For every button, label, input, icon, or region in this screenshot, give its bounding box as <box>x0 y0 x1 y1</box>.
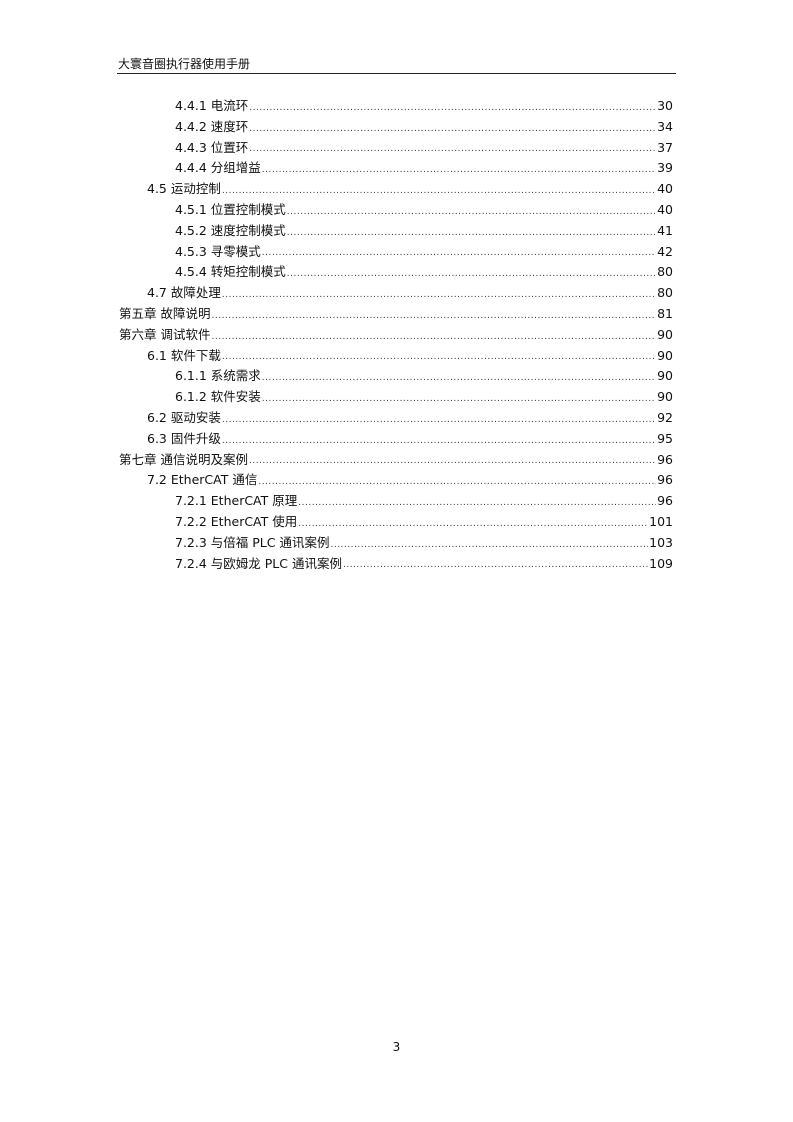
toc-entry[interactable]: 4.5.4 转矩控制模式 80 <box>119 262 673 283</box>
toc-entry-page: 80 <box>657 285 673 301</box>
toc-entry-page: 80 <box>657 264 673 280</box>
toc-entry-page: 90 <box>657 326 673 342</box>
toc-entry-page: 103 <box>649 534 673 550</box>
toc-entry-title: 6.1.2 软件安装 <box>175 389 261 405</box>
toc-leader-dots <box>249 121 656 138</box>
toc-entry[interactable]: 6.1.2 软件安装 90 <box>119 387 673 408</box>
toc-entry-page: 40 <box>657 181 673 197</box>
toc-entry-title: 第五章 故障说明 <box>119 305 211 321</box>
toc-entry-title: 4.4.4 分组增益 <box>175 160 261 176</box>
toc-entry-title: 4.5.3 寻零模式 <box>175 243 261 259</box>
toc-entry-title: 7.2 EtherCAT 通信 <box>147 472 258 488</box>
toc-entry-title: 4.4.2 速度环 <box>175 118 249 134</box>
toc-entry[interactable]: 4.5.3 寻零模式 42 <box>119 242 673 263</box>
toc-leader-dots <box>262 245 656 262</box>
toc-entry-page: 30 <box>657 98 673 113</box>
toc-entry[interactable]: 第七章 通信说明及案例 96 <box>119 450 673 471</box>
toc-entry-page: 42 <box>657 243 673 259</box>
toc-leader-dots <box>211 308 656 325</box>
toc-entry[interactable]: 7.2 EtherCAT 通信 96 <box>119 470 673 491</box>
toc-leader-dots <box>287 204 656 221</box>
toc-leader-dots <box>287 266 656 283</box>
toc-entry-title: 7.2.1 EtherCAT 原理 <box>175 493 298 509</box>
toc-leader-dots <box>262 391 656 408</box>
toc-entry[interactable]: 4.4.2 速度环 34 <box>119 117 673 138</box>
toc-entry-page: 96 <box>657 493 673 509</box>
toc-entry-title: 6.1 软件下载 <box>147 347 221 363</box>
toc-entry[interactable]: 6.1 软件下载 90 <box>119 346 673 367</box>
toc-entry[interactable]: 7.2.4 与欧姆龙 PLC 通讯案例 109 <box>119 554 673 575</box>
toc-leader-dots <box>222 287 656 304</box>
table-of-contents: 4.4.1 电流环 30 4.4.2 速度环 34 4.4.3 位置环 37 4.4.4 分… <box>119 96 673 574</box>
toc-entry-page: 96 <box>657 472 673 488</box>
toc-entry-page: 34 <box>657 118 673 134</box>
toc-entry[interactable]: 4.5.2 速度控制模式 41 <box>119 221 673 242</box>
toc-entry-title: 6.2 驱动安装 <box>147 409 221 425</box>
toc-entry[interactable]: 4.4.1 电流环 30 <box>119 96 673 117</box>
toc-entry-title: 7.2.4 与欧姆龙 PLC 通讯案例 <box>175 555 342 571</box>
toc-entry-page: 90 <box>657 347 673 363</box>
toc-entry[interactable]: 4.5.1 位置控制模式 40 <box>119 200 673 221</box>
toc-entry-page: 41 <box>657 222 673 238</box>
toc-leader-dots <box>249 453 656 470</box>
toc-entry-title: 4.4.1 电流环 <box>175 98 249 113</box>
toc-entry[interactable]: 7.2.1 EtherCAT 原理 96 <box>119 491 673 512</box>
running-header: 大寰音圈执行器使用手册 <box>118 57 251 71</box>
toc-leader-dots <box>287 225 656 242</box>
toc-leader-dots <box>258 474 656 491</box>
toc-leader-dots <box>249 141 656 158</box>
toc-entry[interactable]: 4.7 故障处理 80 <box>119 283 673 304</box>
toc-entry-page: 92 <box>657 409 673 425</box>
toc-entry-page: 96 <box>657 451 673 467</box>
toc-entry-title: 4.7 故障处理 <box>147 285 221 301</box>
toc-leader-dots <box>262 162 656 179</box>
toc-entry-title: 4.4.3 位置环 <box>175 139 249 155</box>
toc-entry-page: 90 <box>657 389 673 405</box>
toc-entry[interactable]: 第六章 调试软件 90 <box>119 325 673 346</box>
toc-leader-dots <box>298 495 656 512</box>
toc-entry[interactable]: 6.1.1 系统需求 90 <box>119 366 673 387</box>
toc-entry-page: 95 <box>657 430 673 446</box>
toc-entry-title: 4.5 运动控制 <box>147 181 221 197</box>
toc-entry-title: 7.2.3 与倍福 PLC 通讯案例 <box>175 534 330 550</box>
toc-entry-title: 4.5.2 速度控制模式 <box>175 222 286 238</box>
toc-entry-title: 4.5.4 转矩控制模式 <box>175 264 286 280</box>
toc-entry-title: 6.1.1 系统需求 <box>175 368 261 384</box>
toc-leader-dots <box>222 433 656 450</box>
toc-leader-dots <box>298 516 648 533</box>
toc-entry[interactable]: 6.2 驱动安装 92 <box>119 408 673 429</box>
toc-entry-page: 109 <box>649 555 673 571</box>
toc-leader-dots <box>211 329 656 346</box>
toc-entry[interactable]: 4.4.3 位置环 37 <box>119 138 673 159</box>
toc-entry-title: 第七章 通信说明及案例 <box>119 451 248 467</box>
toc-entry-page: 37 <box>657 139 673 155</box>
toc-entry-page: 40 <box>657 201 673 217</box>
toc-leader-dots <box>222 412 656 429</box>
toc-leader-dots <box>262 370 656 387</box>
header-rule <box>117 73 676 74</box>
toc-entry[interactable]: 6.3 固件升级 95 <box>119 429 673 450</box>
toc-leader-dots <box>343 557 648 574</box>
toc-leader-dots <box>249 100 656 117</box>
toc-entry-title: 第六章 调试软件 <box>119 326 211 342</box>
toc-entry-title: 7.2.2 EtherCAT 使用 <box>175 513 298 529</box>
toc-leader-dots <box>222 349 656 366</box>
toc-leader-dots <box>330 537 648 554</box>
toc-entry-page: 101 <box>649 513 673 529</box>
toc-leader-dots <box>222 183 656 200</box>
toc-entry-page: 90 <box>657 368 673 384</box>
toc-entry-page: 39 <box>657 160 673 176</box>
toc-entry-page: 81 <box>657 305 673 321</box>
toc-entry[interactable]: 第五章 故障说明 81 <box>119 304 673 325</box>
toc-entry[interactable]: 7.2.2 EtherCAT 使用 101 <box>119 512 673 533</box>
page-number: 3 <box>392 1040 401 1054</box>
toc-entry-title: 4.5.1 位置控制模式 <box>175 201 286 217</box>
toc-entry[interactable]: 4.5 运动控制 40 <box>119 179 673 200</box>
toc-entry[interactable]: 4.4.4 分组增益 39 <box>119 158 673 179</box>
toc-entry[interactable]: 7.2.3 与倍福 PLC 通讯案例 103 <box>119 533 673 554</box>
toc-entry-title: 6.3 固件升级 <box>147 430 221 446</box>
